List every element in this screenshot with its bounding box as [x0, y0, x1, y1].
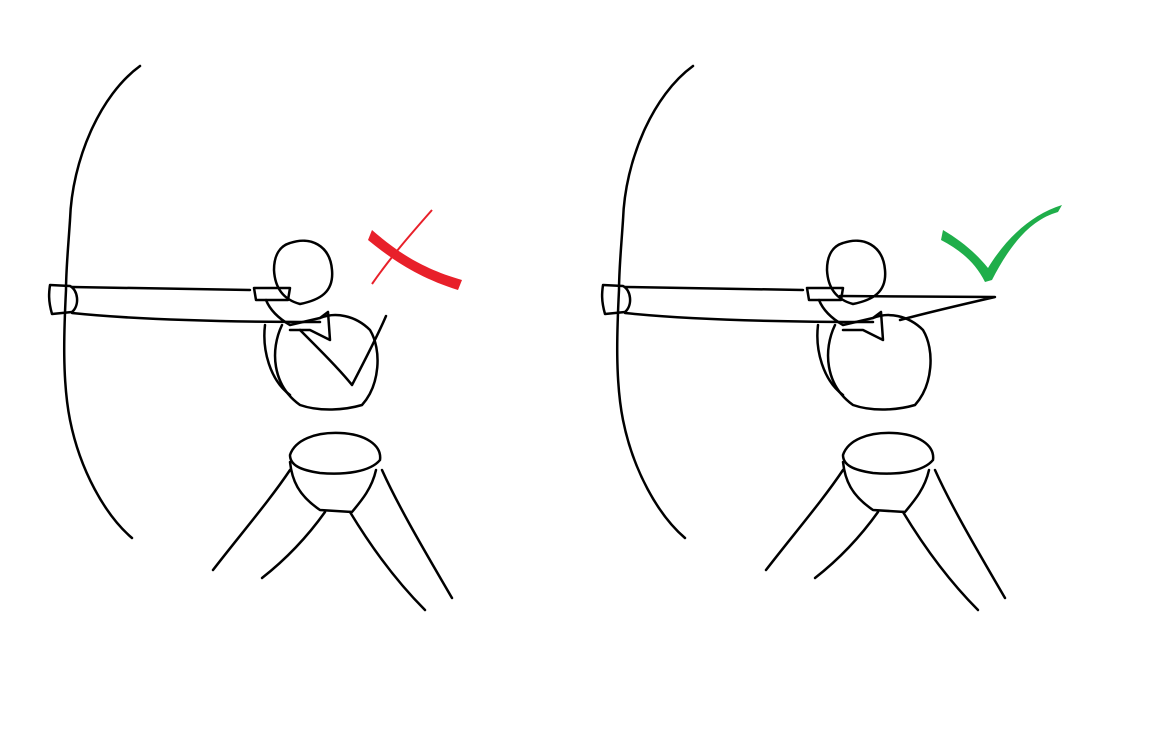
archer-correct [600, 64, 1062, 612]
cross-mark-stroke [368, 230, 462, 290]
archer-wrong [47, 64, 462, 612]
archer-figure [47, 64, 454, 612]
check-mark [941, 205, 1062, 282]
archer-figure [600, 64, 1007, 612]
cross-mark-thin [371, 209, 433, 285]
drawing-arm [298, 314, 388, 387]
drawing-arm [838, 294, 997, 322]
